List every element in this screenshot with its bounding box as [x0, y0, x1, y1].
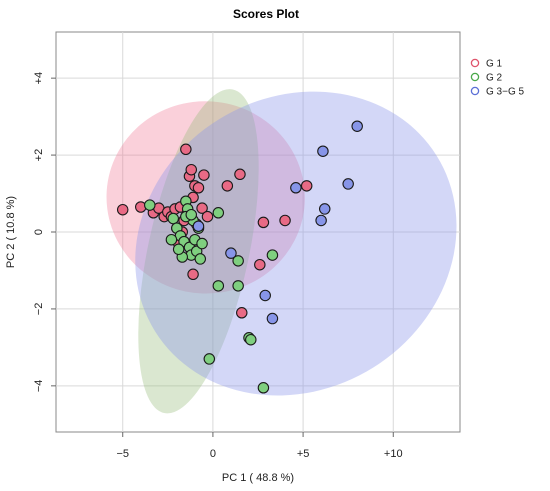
- x-tick-label-2: +5: [297, 448, 310, 460]
- point-series-2-16: [196, 237, 208, 250]
- x-axis-label: PC 1 ( 48.8 %): [222, 472, 294, 484]
- point-series-3-0: [351, 120, 363, 132]
- legend-marker-1: [470, 58, 480, 68]
- point-series-3-3: [342, 178, 354, 190]
- y-axis-label: PC 2 ( 10.8 %): [5, 196, 17, 268]
- y-tick-label-1: −2: [33, 303, 45, 316]
- confidence-ellipses: [106, 89, 457, 414]
- x-tick-label-0: −5: [116, 448, 129, 460]
- point-series-1-0: [116, 203, 129, 216]
- point-series-3-7: [259, 289, 271, 302]
- point-series-2-24: [203, 353, 216, 365]
- point-series-1-9: [180, 143, 192, 156]
- point-series-1-22: [221, 180, 234, 192]
- point-series-2-19: [266, 249, 279, 261]
- y-tick-label-0: −4: [33, 380, 45, 393]
- point-series-2-28: [172, 243, 185, 256]
- point-series-1-26: [254, 258, 266, 271]
- point-series-3-5: [315, 214, 327, 227]
- y-tick-label-2: 0: [33, 229, 45, 235]
- legend-marker-3: [470, 86, 480, 96]
- y-tick-label-3: +2: [33, 149, 45, 162]
- point-series-2-1: [167, 212, 179, 225]
- point-series-1-14: [192, 182, 205, 194]
- ellipse-3: [135, 91, 457, 396]
- data-points: [116, 120, 363, 394]
- legend-label-2: G 2: [486, 73, 503, 84]
- point-series-1-24: [257, 216, 270, 229]
- point-series-3-1: [317, 145, 329, 157]
- point-series-2-0: [144, 199, 156, 211]
- point-series-2-18: [232, 255, 244, 267]
- point-series-1-28: [300, 180, 313, 192]
- ellipse-1: [106, 101, 305, 294]
- x-tick-label-3: +10: [384, 448, 403, 460]
- legend-label-3: G 3−G 5: [486, 87, 525, 98]
- point-series-1-21: [187, 268, 199, 281]
- point-series-2-23: [245, 333, 257, 346]
- point-series-1-15: [198, 169, 210, 181]
- legend-marker-2: [470, 72, 480, 82]
- point-series-1-18: [196, 202, 208, 214]
- point-series-1-27: [236, 307, 248, 319]
- point-series-1-19: [201, 210, 214, 223]
- point-series-3-9: [192, 220, 205, 232]
- point-series-2-21: [232, 280, 244, 292]
- point-series-3-6: [225, 247, 237, 259]
- point-series-1-23: [234, 168, 246, 181]
- point-series-2-26: [185, 208, 198, 221]
- x-tick-label-1: 0: [210, 448, 216, 460]
- point-series-2-25: [257, 382, 270, 394]
- y-tick-label-4: +4: [33, 72, 45, 85]
- legend-label-1: G 1: [486, 59, 503, 70]
- point-series-2-20: [212, 280, 225, 292]
- point-series-3-4: [318, 203, 331, 215]
- point-series-2-27: [165, 233, 178, 246]
- grid: [56, 32, 460, 432]
- point-series-1-25: [279, 214, 291, 227]
- point-series-2-17: [212, 207, 225, 219]
- y-axis-ticks: −4 −2 0 +2 +4: [33, 72, 56, 392]
- point-series-3-8: [266, 312, 279, 325]
- point-series-2-13: [194, 253, 207, 265]
- legend: G 1 G 2 G 3−G 5: [470, 58, 525, 98]
- x-axis-ticks: −5 0 +5 +10: [116, 432, 403, 460]
- point-series-3-2: [290, 182, 302, 194]
- point-series-1-11: [185, 163, 198, 176]
- chart-title: Scores Plot: [233, 7, 299, 21]
